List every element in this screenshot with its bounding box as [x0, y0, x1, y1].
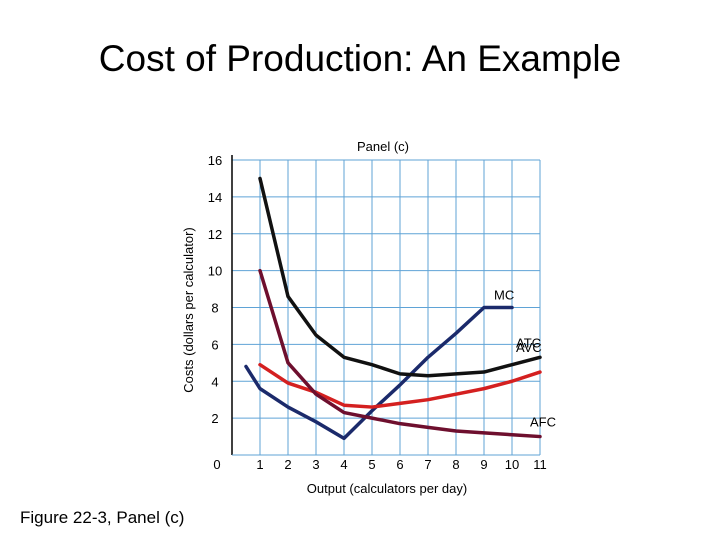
chart-title: Panel (c) — [357, 139, 409, 154]
avc-line — [258, 362, 542, 409]
atc-label: ATC — [516, 335, 541, 350]
x-tick-label: 0 — [213, 457, 220, 472]
chart-axes — [231, 155, 540, 456]
mc-line — [244, 305, 514, 441]
x-axis-title: Output (calculators per day) — [307, 481, 467, 496]
x-tick-label: 10 — [505, 457, 519, 472]
x-tick-label: 5 — [368, 457, 375, 472]
y-tick-label: 8 — [211, 301, 218, 316]
y-tick-label: 16 — [208, 153, 222, 168]
x-tick-label: 6 — [396, 457, 403, 472]
y-axis-title: Costs (dollars per calculator) — [181, 227, 196, 392]
x-tick-label: 2 — [284, 457, 291, 472]
slide-title: Cost of Production: An Example — [98, 38, 622, 79]
y-tick-label: 4 — [211, 374, 218, 389]
figure-caption: Figure 22-3, Panel (c) — [20, 508, 185, 527]
x-tick-label: 8 — [452, 457, 459, 472]
x-tick-label: 11 — [533, 457, 547, 472]
x-tick-label: 7 — [424, 457, 431, 472]
x-tick-label: 4 — [340, 457, 347, 472]
afc-label: AFC — [530, 415, 556, 430]
x-tick-label: 1 — [256, 457, 263, 472]
x-tick-label: 9 — [480, 457, 487, 472]
afc-line — [258, 268, 542, 439]
y-tick-label: 14 — [208, 190, 222, 205]
avc-label: AVC — [516, 340, 542, 355]
y-tick-label: 12 — [208, 227, 222, 242]
y-tick-label: 2 — [211, 411, 218, 426]
mc-label: MC — [494, 288, 514, 303]
atc-line — [258, 176, 542, 378]
y-tick-label: 6 — [211, 337, 218, 352]
y-tick-label: 10 — [208, 264, 222, 279]
x-tick-label: 3 — [312, 457, 319, 472]
